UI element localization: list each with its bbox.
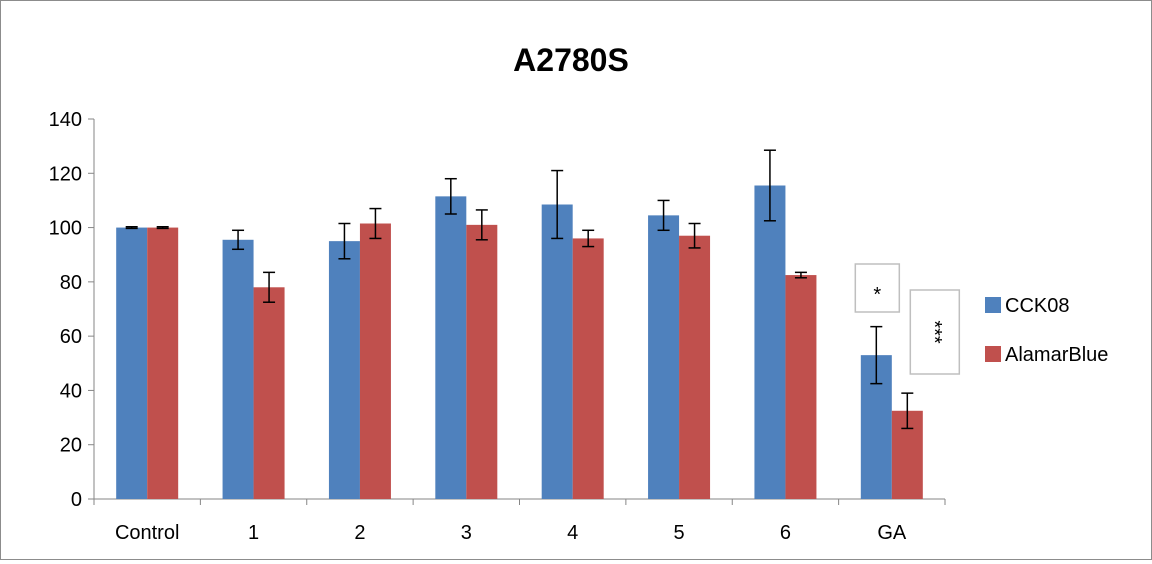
error-bar — [263, 271, 276, 303]
y-tick-label: 60 — [60, 326, 82, 348]
bar-cck08-control — [116, 227, 148, 500]
error-bar — [551, 169, 564, 240]
error-bar — [794, 271, 807, 279]
y-tick-label: 0 — [71, 489, 82, 511]
bar-alamarblue-4 — [572, 238, 604, 499]
axes: 0 20 40 60 80 100 120 140 Control 1 2 3 4 5 6 GA — [49, 109, 946, 544]
error-bar — [369, 207, 382, 240]
bar-cck08-2 — [328, 241, 360, 499]
error-bar — [763, 149, 776, 222]
bars — [116, 149, 923, 500]
x-tick-label: 3 — [461, 522, 472, 544]
bar-alamarblue-6 — [785, 275, 817, 499]
legend-label-alamarblue: AlamarBlue — [1005, 344, 1108, 366]
y-tick-label: 100 — [49, 218, 82, 240]
legend-swatch-alamarblue — [985, 346, 1001, 362]
y-tick-label: 40 — [60, 380, 82, 402]
bar-cck08-1 — [222, 239, 254, 500]
x-tick-label: GA — [877, 522, 907, 544]
error-bar — [444, 177, 457, 215]
error-bar — [125, 226, 138, 230]
legend-label-cck08: CCK08 — [1005, 295, 1069, 317]
bar-cck08-4 — [541, 204, 573, 499]
significance-label: *** — [923, 320, 945, 344]
bar-cck08-5 — [648, 215, 680, 499]
x-tick-label: Control — [115, 522, 179, 544]
bar-alamarblue-1 — [253, 287, 285, 499]
bar-alamarblue-5 — [679, 235, 711, 499]
y-tick-label: 140 — [49, 109, 82, 131]
bar-alamarblue-3 — [466, 224, 498, 499]
error-bar — [657, 199, 670, 232]
legend: CCK08 AlamarBlue — [985, 295, 1108, 366]
bar-alamarblue-control — [147, 227, 179, 500]
bar-alamarblue-2 — [359, 223, 391, 499]
error-bar — [901, 392, 914, 430]
significance-box — [909, 289, 961, 375]
y-tick-label: 20 — [60, 435, 82, 457]
x-tick-label: 5 — [674, 522, 685, 544]
x-tick-label: 2 — [354, 522, 365, 544]
bar-cck08-3 — [435, 196, 467, 499]
error-bar — [156, 226, 169, 230]
error-bar — [475, 209, 488, 241]
bar-cck08-6 — [754, 185, 786, 499]
significance-annotations: **** — [854, 263, 961, 375]
significance-box — [854, 263, 901, 313]
x-tick-label: 4 — [567, 522, 578, 544]
error-bar — [338, 222, 351, 260]
error-bar — [232, 229, 245, 251]
y-tick-label: 120 — [49, 163, 82, 185]
chart-title: A2780S — [513, 42, 629, 78]
significance-label: * — [873, 284, 881, 306]
error-bar — [582, 229, 595, 248]
error-bar — [688, 222, 701, 249]
x-tick-label: 6 — [780, 522, 791, 544]
error-bar — [870, 325, 883, 385]
x-tick-label: 1 — [248, 522, 259, 544]
y-tick-label: 80 — [60, 272, 82, 294]
legend-swatch-cck08 — [985, 297, 1001, 313]
